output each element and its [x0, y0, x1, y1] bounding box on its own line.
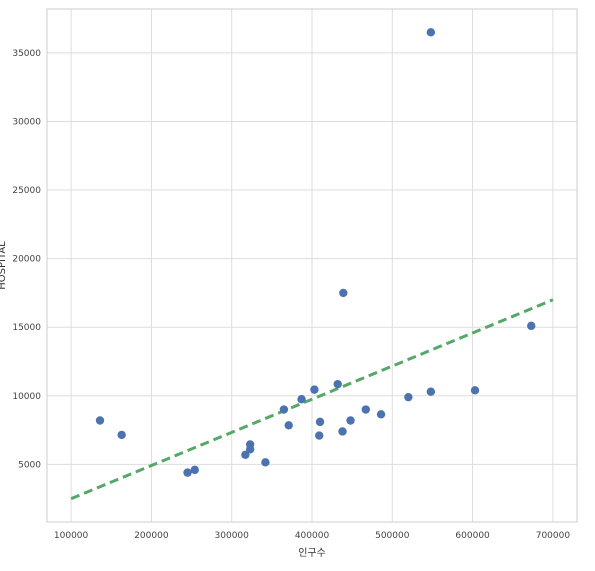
- grid-layer: [47, 9, 577, 522]
- x-tick-label: 600000: [455, 531, 490, 541]
- y-tick-label: 10000: [12, 392, 41, 402]
- x-tick-label: 700000: [536, 531, 571, 541]
- y-tick-label: 20000: [12, 255, 41, 265]
- data-point: [279, 405, 289, 414]
- data-point: [426, 28, 436, 37]
- data-point: [376, 410, 386, 419]
- x-tick-labels: 100000 200000 300000 400000 500000 600000 7000…: [54, 531, 570, 541]
- y-tick-label: 25000: [12, 186, 41, 196]
- fit-line-layer: [70, 298, 554, 501]
- data-point: [470, 386, 480, 395]
- regression-line: [70, 298, 554, 501]
- data-point: [333, 379, 342, 389]
- y-tick-label: 5000: [18, 460, 41, 470]
- data-point: [95, 416, 105, 425]
- x-axis-title: 인구수: [298, 547, 326, 559]
- data-point: [361, 405, 371, 414]
- x-tick-label: 200000: [134, 531, 169, 541]
- x-tick-label: 300000: [215, 531, 250, 541]
- x-tick-label: 500000: [375, 531, 410, 541]
- data-point: [261, 458, 270, 467]
- data-point: [284, 421, 293, 430]
- data-point: [245, 440, 255, 449]
- plot-frame: [46, 8, 578, 523]
- data-point: [527, 321, 536, 331]
- data-point: [241, 450, 250, 459]
- points-layer: [95, 28, 536, 477]
- data-point: [310, 385, 319, 394]
- data-point: [338, 427, 347, 436]
- data-point: [183, 468, 192, 477]
- y-tick-label: 30000: [12, 117, 41, 127]
- y-tick-label: 15000: [12, 323, 41, 333]
- data-point: [315, 431, 324, 440]
- data-point: [346, 416, 355, 425]
- y-axis-title: HOSPITAL: [0, 241, 8, 290]
- data-point: [315, 417, 325, 427]
- x-tick-label: 100000: [54, 531, 89, 541]
- data-point: [190, 465, 199, 475]
- y-tick-labels: 5000 10000 15000 20000 25000 30000 35000: [12, 49, 41, 470]
- y-tick-label: 35000: [12, 49, 41, 59]
- data-point: [297, 395, 306, 404]
- data-point: [404, 392, 413, 402]
- data-point: [339, 288, 348, 298]
- data-point: [426, 387, 436, 396]
- data-point: [117, 430, 126, 440]
- x-tick-label: 400000: [295, 531, 330, 541]
